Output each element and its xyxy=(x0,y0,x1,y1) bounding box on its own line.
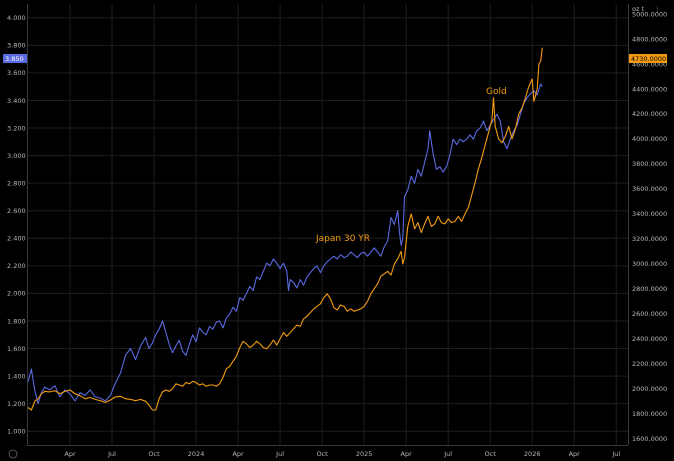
x-axis-ticks: Apr Jul Oct 2024 Apr Jul Oct 2025 Apr Jul Oct 2026 A… xyxy=(64,450,620,458)
annotation-gold: Gold xyxy=(486,87,507,97)
right-tick-label: 3600.0000 xyxy=(632,185,667,193)
left-tick-label: 1.200 xyxy=(7,400,26,408)
x-tick-label: Oct xyxy=(148,450,160,458)
x-tick-label: Apr xyxy=(569,450,581,458)
right-tick-label: 3200.0000 xyxy=(632,235,667,243)
x-tick-label: Jul xyxy=(611,450,620,458)
right-axis-unit: oz t xyxy=(632,5,644,13)
right-axis-ticks: 1600.0000 1800.0000 2000.0000 2200.0000 2400… xyxy=(632,10,667,443)
left-tick-label: 2.800 xyxy=(7,179,26,187)
x-tick-label: Jul xyxy=(107,450,116,458)
left-tick-label: 2.600 xyxy=(7,207,26,215)
left-tick-label: 4.000 xyxy=(7,14,26,22)
right-tick-label: 4000.0000 xyxy=(632,135,667,143)
grid xyxy=(28,4,628,445)
left-tick-label: 3.200 xyxy=(7,124,26,132)
x-tick-label: Jul xyxy=(275,450,284,458)
left-tick-label: 2.200 xyxy=(7,262,26,270)
x-tick-label: Oct xyxy=(316,450,328,458)
annotations: Japan 30 YR Gold xyxy=(315,87,507,244)
right-tick-label: 1600.0000 xyxy=(632,435,667,443)
right-price-tag-text: 4730.0000 xyxy=(631,55,666,63)
series-line-japan30 xyxy=(27,83,543,405)
left-tick-label: 2.000 xyxy=(7,290,26,298)
x-tick-label: Oct xyxy=(485,450,497,458)
left-tick-label: 1.600 xyxy=(7,345,26,353)
right-tick-label: 2000.0000 xyxy=(632,385,667,393)
x-tick-label: 2024 xyxy=(188,450,205,458)
left-tick-label: 1.400 xyxy=(7,372,26,380)
series xyxy=(27,47,543,411)
left-axis-ticks: 1.000 1.200 1.400 1.600 1.800 2.000 2.200 2.400… xyxy=(7,14,26,435)
x-tick-label: 2026 xyxy=(524,450,541,458)
x-tick-label: 2025 xyxy=(356,450,373,458)
axis-menu-icon[interactable]: ⋮ xyxy=(654,5,661,13)
left-tick-label: 3.000 xyxy=(7,152,26,160)
left-tick-label: 3.600 xyxy=(7,69,26,77)
right-tick-label: 4600.0000 xyxy=(632,60,667,68)
settings-icon[interactable] xyxy=(8,449,18,459)
left-tick-label: 3.800 xyxy=(7,42,26,50)
annotation-japan30: Japan 30 YR xyxy=(315,234,370,244)
left-price-tag-text: 3.850 xyxy=(5,55,24,63)
x-tick-label: Apr xyxy=(401,450,413,458)
right-tick-label: 2400.0000 xyxy=(632,335,667,343)
left-tick-label: 1.800 xyxy=(7,317,26,325)
left-tick-label: 2.400 xyxy=(7,235,26,243)
x-tick-label: Jul xyxy=(443,450,452,458)
right-tick-label: 2600.0000 xyxy=(632,310,667,318)
series-line-gold xyxy=(27,47,543,411)
right-tick-label: 3400.0000 xyxy=(632,210,667,218)
right-tick-label: 3800.0000 xyxy=(632,160,667,168)
right-tick-label: 4800.0000 xyxy=(632,35,667,43)
right-tick-label: 4400.0000 xyxy=(632,85,667,93)
right-price-tag xyxy=(629,54,667,63)
right-tick-label: 2800.0000 xyxy=(632,285,667,293)
left-tick-label: 3.400 xyxy=(7,97,26,105)
right-tick-label: 2200.0000 xyxy=(632,360,667,368)
right-tick-label: 3000.0000 xyxy=(632,260,667,268)
x-tick-label: Apr xyxy=(232,450,244,458)
right-tick-label: 1800.0000 xyxy=(632,410,667,418)
left-tick-label: 1.000 xyxy=(7,428,26,436)
right-tick-label: 4200.0000 xyxy=(632,110,667,118)
right-tick-label: 5000.0000 xyxy=(632,10,667,18)
x-tick-label: Apr xyxy=(64,450,76,458)
left-price-tag xyxy=(3,54,27,63)
